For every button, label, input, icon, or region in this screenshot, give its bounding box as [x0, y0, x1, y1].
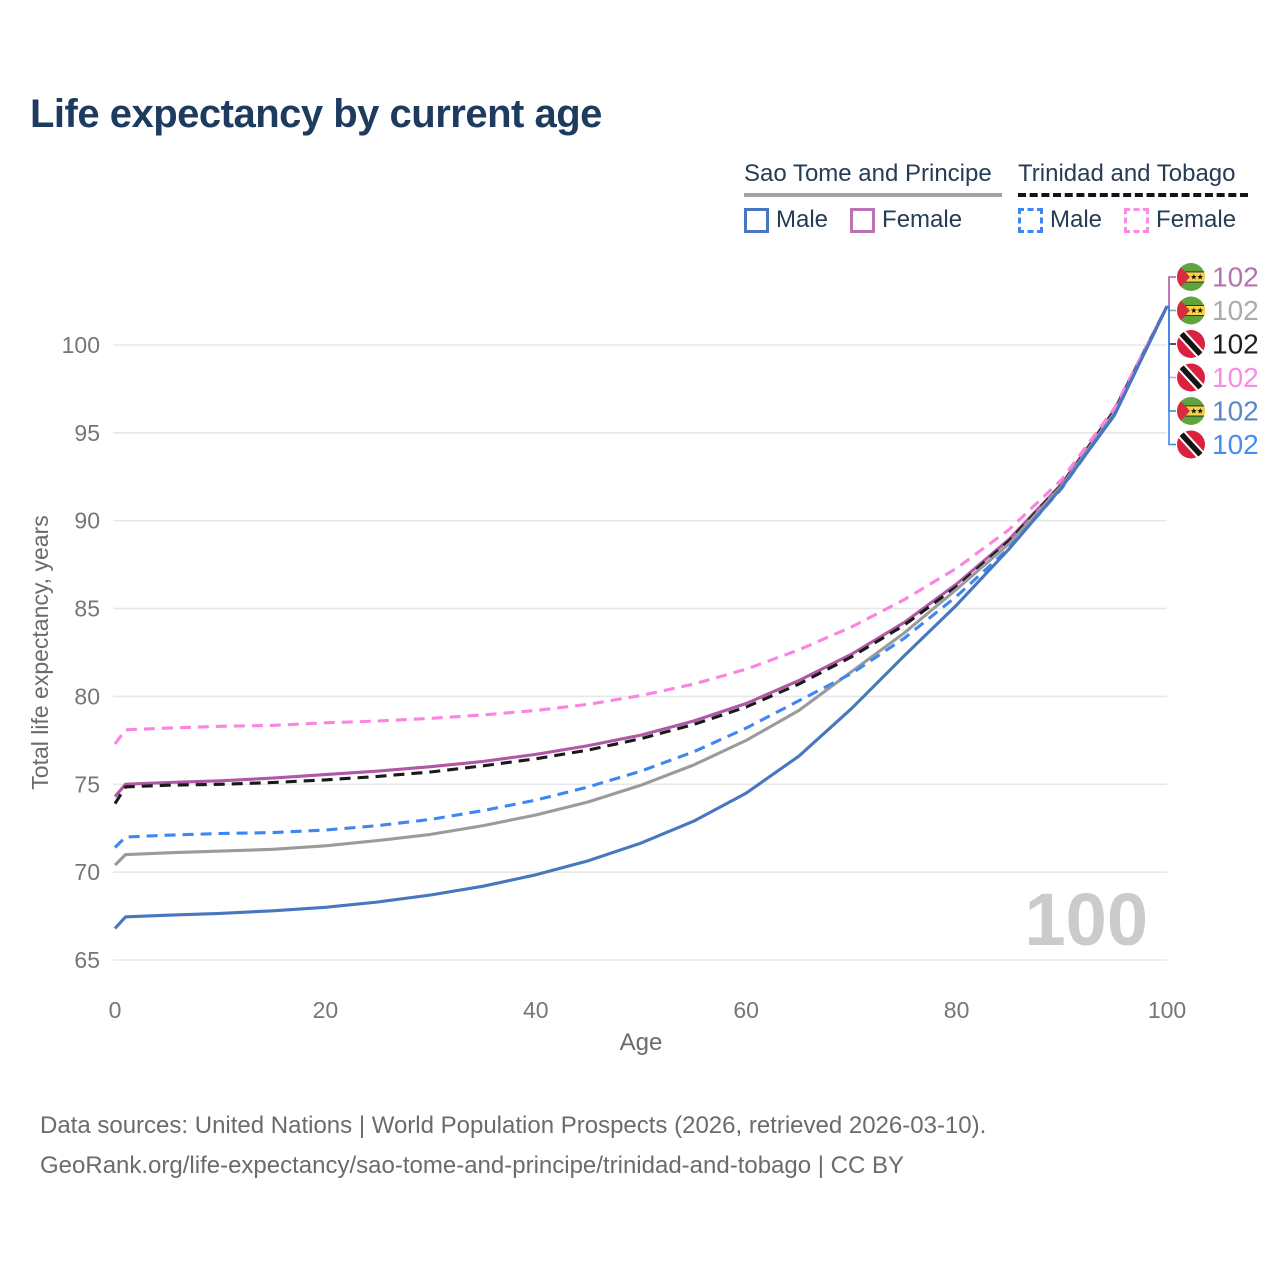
- legend-swatch-stp-male[interactable]: [744, 207, 769, 233]
- legend-group-trinidad-and-tobago: Trinidad and Tobago Male Female: [1018, 160, 1248, 234]
- x-tick-label-80: 80: [944, 997, 970, 1023]
- legend-group-title-sao-tome[interactable]: Sao Tome and Principe: [744, 160, 992, 187]
- legend-label-stp-female[interactable]: Female: [882, 206, 963, 233]
- x-tick-label-100: 100: [1148, 997, 1186, 1023]
- x-tick-label-0: 0: [109, 997, 122, 1023]
- y-tick-label-80: 80: [74, 683, 100, 709]
- series-line-stp-both: [113, 305, 1169, 867]
- data-sources-line: Data sources: United Nations | World Pop…: [40, 1112, 987, 1139]
- end-label-value-stp-both: 102: [1212, 295, 1259, 326]
- series-line-tt-female: [113, 305, 1169, 745]
- series-line-tt-both: [113, 305, 1169, 805]
- trinidad-and-tobago-flag-icon: [1177, 363, 1205, 392]
- y-tick-label-95: 95: [74, 420, 100, 446]
- legend-swatch-tt-male[interactable]: [1018, 207, 1043, 233]
- end-label-value-stp-female: 102: [1212, 262, 1259, 293]
- line-chart: 65 70 75 80 85 90 95 100 0 20 40 60 80 100 Age Total li…: [27, 262, 1259, 1057]
- x-axis-title: Age: [620, 1029, 663, 1056]
- legend-label-stp-male[interactable]: Male: [776, 206, 829, 233]
- end-label-value-stp-male: 102: [1212, 396, 1259, 427]
- series-line-stp-male: [113, 305, 1169, 930]
- source-footer: Data sources: United Nations | World Pop…: [40, 1106, 986, 1186]
- age-watermark: 100: [1025, 878, 1148, 961]
- y-tick-label-90: 90: [74, 508, 100, 534]
- series-line-stp-female: [113, 305, 1169, 798]
- attribution-line[interactable]: GeoRank.org/life-expectancy/sao-tome-and…: [40, 1152, 905, 1179]
- end-label-leader-tt-male: [1167, 305, 1176, 446]
- sao-tome-and-principe-flag-icon: [1177, 296, 1205, 325]
- legend-underline-sao-tome-solid: [744, 193, 1002, 197]
- sao-tome-and-principe-flag-icon: [1177, 263, 1205, 291]
- legend-swatch-tt-female[interactable]: [1124, 207, 1150, 233]
- trinidad-and-tobago-flag-icon: [1177, 430, 1205, 459]
- page-title: Life expectancy by current age: [30, 92, 602, 136]
- trinidad-and-tobago-flag-icon: [1177, 330, 1205, 358]
- legend-label-tt-male[interactable]: Male: [1050, 206, 1103, 233]
- y-tick-label-85: 85: [74, 596, 100, 622]
- y-tick-label-75: 75: [74, 771, 100, 797]
- y-tick-label-100: 100: [62, 332, 100, 358]
- y-tick-label-65: 65: [74, 947, 100, 973]
- legend-group-sao-tome-and-principe: Sao Tome and Principe Male Female: [744, 160, 1002, 234]
- x-tick-label-60: 60: [733, 997, 759, 1023]
- legend-swatch-stp-female[interactable]: [850, 207, 876, 233]
- chart-legend: Sao Tome and Principe Male Female Trinid…: [0, 160, 1280, 250]
- legend-row-sao-tome: Male Female: [744, 206, 1002, 234]
- end-label-value-tt-female: 102: [1212, 362, 1259, 393]
- legend-underline-trinidad-dashed: [1018, 193, 1248, 197]
- end-label-leader-stp-female: [1167, 276, 1176, 308]
- legend-row-trinidad: Male Female: [1018, 206, 1248, 234]
- y-axis-title: Total life expectancy, years: [27, 515, 53, 789]
- legend-label-tt-female[interactable]: Female: [1156, 206, 1237, 233]
- y-tick-label-70: 70: [74, 859, 100, 885]
- end-label-value-tt-both: 102: [1212, 329, 1259, 360]
- x-tick-label-40: 40: [523, 997, 549, 1023]
- legend-group-title-trinidad[interactable]: Trinidad and Tobago: [1018, 160, 1236, 187]
- x-tick-label-20: 20: [313, 997, 339, 1023]
- series-line-tt-male: [113, 305, 1169, 849]
- end-label-value-tt-male: 102: [1212, 429, 1259, 460]
- sao-tome-and-principe-flag-icon: [1177, 397, 1205, 425]
